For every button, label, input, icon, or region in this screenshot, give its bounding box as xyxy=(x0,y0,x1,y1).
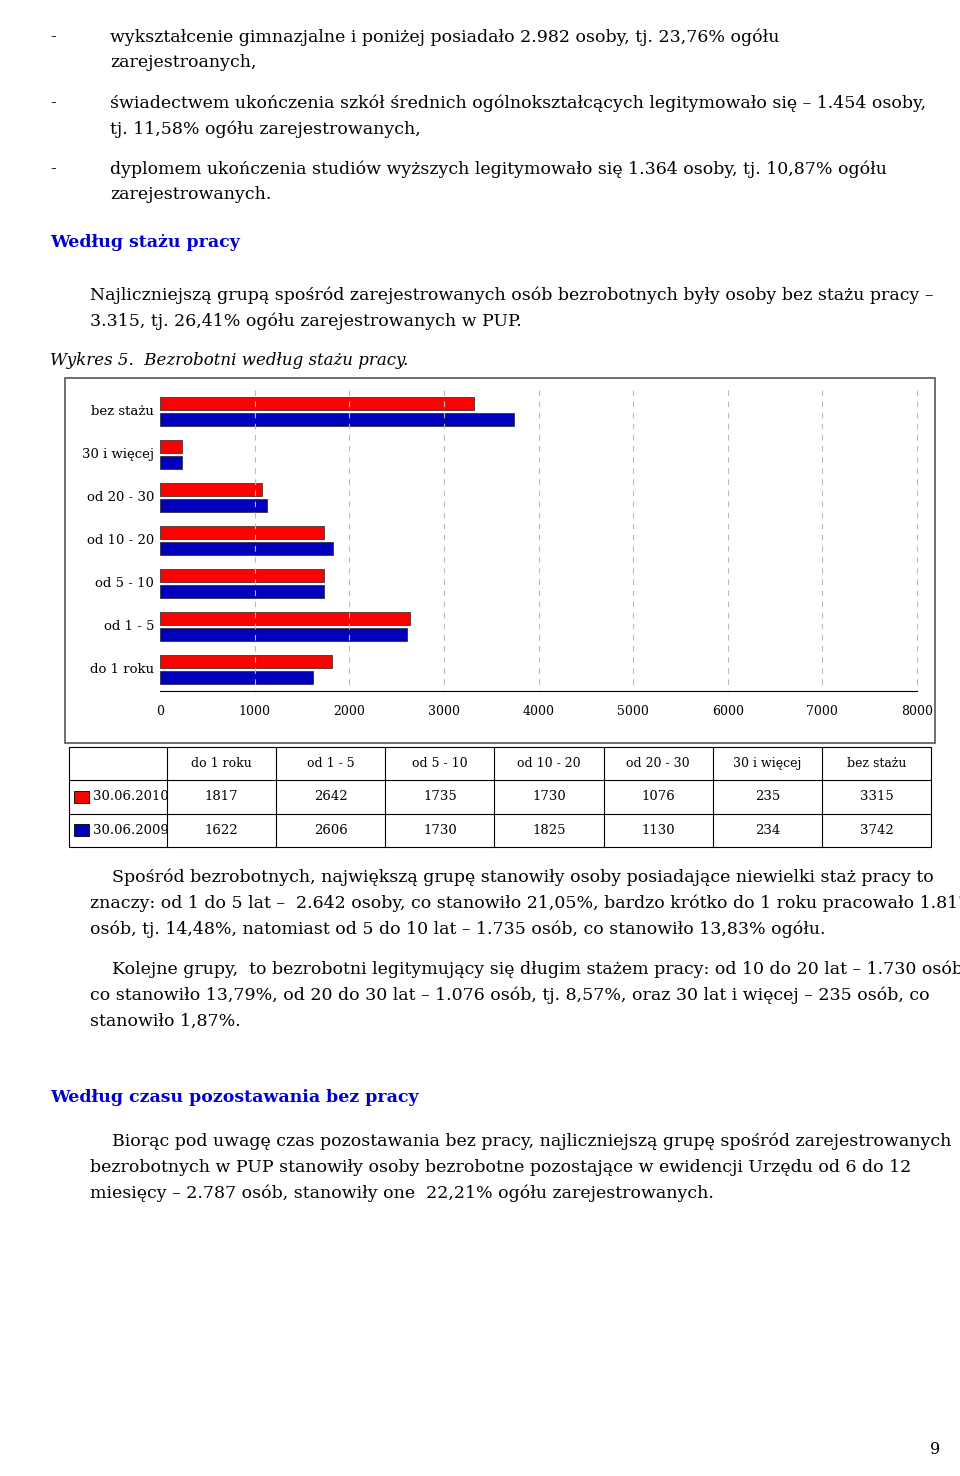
Bar xyxy=(74,824,89,837)
Text: -: - xyxy=(50,94,56,111)
Text: Spośród bezrobotnych, największą grupę stanowiły osoby posiadające niewielki sta: Spośród bezrobotnych, największą grupę s… xyxy=(90,869,934,887)
Text: od 5 - 10: od 5 - 10 xyxy=(95,577,154,590)
Text: 9: 9 xyxy=(929,1441,940,1458)
Text: 30.06.2009: 30.06.2009 xyxy=(93,824,169,837)
Text: 1817: 1817 xyxy=(204,791,238,803)
Text: wykształcenie gimnazjalne i poniżej posiadało 2.982 osoby, tj. 23,76% ogółu: wykształcenie gimnazjalne i poniżej posi… xyxy=(110,28,780,46)
Text: Według czasu pozostawania bez pracy: Według czasu pozostawania bez pracy xyxy=(50,1089,419,1106)
Text: 2642: 2642 xyxy=(314,791,348,803)
Text: bez stażu: bez stażu xyxy=(847,757,906,770)
Bar xyxy=(65,378,935,742)
Text: Według stażu pracy: Według stażu pracy xyxy=(50,235,240,251)
Text: 7000: 7000 xyxy=(806,706,838,717)
Bar xyxy=(160,542,333,555)
Text: bez stażu: bez stażu xyxy=(91,404,154,418)
Text: stanowiło 1,87%.: stanowiło 1,87%. xyxy=(90,1013,241,1030)
Text: -: - xyxy=(50,159,56,177)
Text: 6000: 6000 xyxy=(711,706,744,717)
Text: 1730: 1730 xyxy=(423,824,457,837)
Bar xyxy=(160,483,262,496)
Text: Kolejne grupy,  to bezrobotni legitymujący się długim stażem pracy: od 10 do 20 : Kolejne grupy, to bezrobotni legitymując… xyxy=(90,961,960,979)
Text: 1000: 1000 xyxy=(239,706,271,717)
Text: 30 i więcej: 30 i więcej xyxy=(733,757,802,770)
Text: 1730: 1730 xyxy=(532,791,565,803)
Text: 1735: 1735 xyxy=(423,791,457,803)
Text: 2606: 2606 xyxy=(314,824,348,837)
Bar xyxy=(74,791,89,803)
Text: do 1 roku: do 1 roku xyxy=(90,663,154,676)
Text: 3000: 3000 xyxy=(428,706,460,717)
Bar xyxy=(160,397,473,410)
Text: Wykres 5.  Bezrobotni według stażu pracy.: Wykres 5. Bezrobotni według stażu pracy. xyxy=(50,351,408,369)
Text: co stanowiło 13,79%, od 20 do 30 lat – 1.076 osób, tj. 8,57%, oraz 30 lat i więc: co stanowiło 13,79%, od 20 do 30 lat – 1… xyxy=(90,987,929,1005)
Text: znaczy: od 1 do 5 lat –  2.642 osoby, co stanowiło 21,05%, bardzo krótko do 1 ro: znaczy: od 1 do 5 lat – 2.642 osoby, co … xyxy=(90,894,960,912)
Text: 0: 0 xyxy=(156,706,164,717)
Text: od 1 - 5: od 1 - 5 xyxy=(307,757,354,770)
Bar xyxy=(160,568,324,582)
Text: od 20 - 30: od 20 - 30 xyxy=(86,492,154,503)
Text: zarejestrowanych.: zarejestrowanych. xyxy=(110,186,272,204)
Text: -: - xyxy=(50,28,56,44)
Text: od 5 - 10: od 5 - 10 xyxy=(412,757,468,770)
Text: 30 i więcej: 30 i więcej xyxy=(82,449,154,461)
Text: zarejestroanych,: zarejestroanych, xyxy=(110,55,256,71)
Text: 2000: 2000 xyxy=(333,706,365,717)
Text: 8000: 8000 xyxy=(901,706,933,717)
Text: od 1 - 5: od 1 - 5 xyxy=(104,620,154,633)
Text: tj. 11,58% ogółu zarejestrowanych,: tj. 11,58% ogółu zarejestrowanych, xyxy=(110,120,420,137)
Text: od 10 - 20: od 10 - 20 xyxy=(517,757,581,770)
Bar xyxy=(160,655,332,667)
Bar xyxy=(160,672,314,683)
Text: 235: 235 xyxy=(755,791,780,803)
Bar xyxy=(160,584,324,598)
Text: od 20 - 30: od 20 - 30 xyxy=(626,757,690,770)
Bar xyxy=(160,413,515,427)
Text: 5000: 5000 xyxy=(617,706,649,717)
Bar xyxy=(160,613,410,624)
Text: 1825: 1825 xyxy=(532,824,565,837)
Text: 1076: 1076 xyxy=(641,791,675,803)
Bar xyxy=(160,525,324,539)
Text: osób, tj. 14,48%, natomiast od 5 do 10 lat – 1.735 osób, co stanowiło 13,83% ogó: osób, tj. 14,48%, natomiast od 5 do 10 l… xyxy=(90,921,826,939)
Text: 3315: 3315 xyxy=(859,791,894,803)
Text: 3742: 3742 xyxy=(859,824,894,837)
Text: 30.06.2010: 30.06.2010 xyxy=(93,791,169,803)
Text: miesięcy – 2.787 osób, stanowiły one  22,21% ogółu zarejestrowanych.: miesięcy – 2.787 osób, stanowiły one 22,… xyxy=(90,1185,714,1203)
Text: Biorąc pod uwagę czas pozostawania bez pracy, najliczniejszą grupę spośród zarej: Biorąc pod uwagę czas pozostawania bez p… xyxy=(90,1134,951,1150)
Text: świadectwem ukończenia szkół średnich ogólnokształcących legitymowało się – 1.45: świadectwem ukończenia szkół średnich og… xyxy=(110,94,926,112)
Text: bezrobotnych w PUP stanowiły osoby bezrobotne pozostające w ewidencji Urzędu od : bezrobotnych w PUP stanowiły osoby bezro… xyxy=(90,1159,911,1176)
Text: od 10 - 20: od 10 - 20 xyxy=(86,534,154,548)
Text: do 1 roku: do 1 roku xyxy=(191,757,252,770)
Bar xyxy=(160,499,267,512)
Text: 3.315, tj. 26,41% ogółu zarejestrowanych w PUP.: 3.315, tj. 26,41% ogółu zarejestrowanych… xyxy=(90,311,521,329)
Text: 1622: 1622 xyxy=(204,824,238,837)
Text: 4000: 4000 xyxy=(522,706,555,717)
Text: Najliczniejszą grupą spośród zarejestrowanych osób bezrobotnych były osoby bez s: Najliczniejszą grupą spośród zarejestrow… xyxy=(90,286,933,304)
Text: 234: 234 xyxy=(755,824,780,837)
Bar xyxy=(69,747,931,847)
Bar xyxy=(160,629,407,641)
Bar xyxy=(160,440,182,453)
Bar xyxy=(160,456,182,469)
Text: 1130: 1130 xyxy=(641,824,675,837)
Text: dyplomem ukończenia studiów wyższych legitymowało się 1.364 osoby, tj. 10,87% og: dyplomem ukończenia studiów wyższych leg… xyxy=(110,159,887,177)
